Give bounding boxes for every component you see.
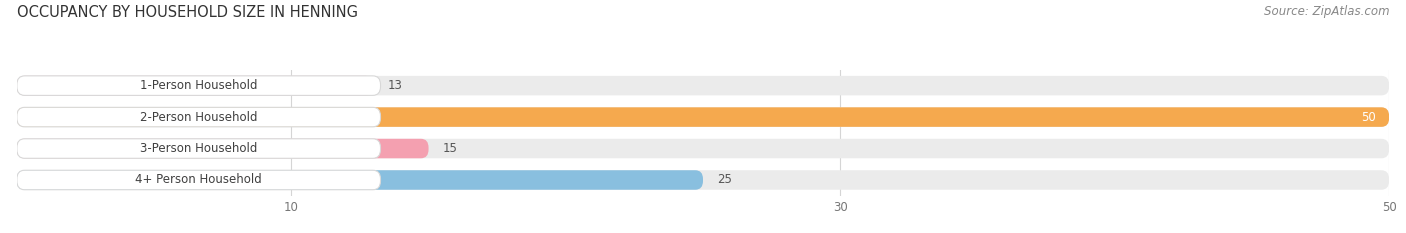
FancyBboxPatch shape <box>17 107 1389 127</box>
Text: 1-Person Household: 1-Person Household <box>141 79 257 92</box>
FancyBboxPatch shape <box>17 76 374 95</box>
FancyBboxPatch shape <box>17 170 703 190</box>
Text: OCCUPANCY BY HOUSEHOLD SIZE IN HENNING: OCCUPANCY BY HOUSEHOLD SIZE IN HENNING <box>17 5 359 20</box>
FancyBboxPatch shape <box>17 76 1389 95</box>
FancyBboxPatch shape <box>17 107 381 127</box>
Text: 50: 50 <box>1361 111 1375 123</box>
Text: 25: 25 <box>717 174 731 186</box>
Text: 2-Person Household: 2-Person Household <box>141 111 257 123</box>
Text: 13: 13 <box>388 79 402 92</box>
FancyBboxPatch shape <box>17 139 429 158</box>
FancyBboxPatch shape <box>17 170 1389 190</box>
Text: 4+ Person Household: 4+ Person Household <box>135 174 262 186</box>
FancyBboxPatch shape <box>17 139 381 158</box>
FancyBboxPatch shape <box>17 170 381 190</box>
Text: 3-Person Household: 3-Person Household <box>141 142 257 155</box>
Text: Source: ZipAtlas.com: Source: ZipAtlas.com <box>1264 5 1389 18</box>
FancyBboxPatch shape <box>17 107 1389 127</box>
Text: 15: 15 <box>443 142 457 155</box>
FancyBboxPatch shape <box>17 139 1389 158</box>
FancyBboxPatch shape <box>17 76 381 95</box>
